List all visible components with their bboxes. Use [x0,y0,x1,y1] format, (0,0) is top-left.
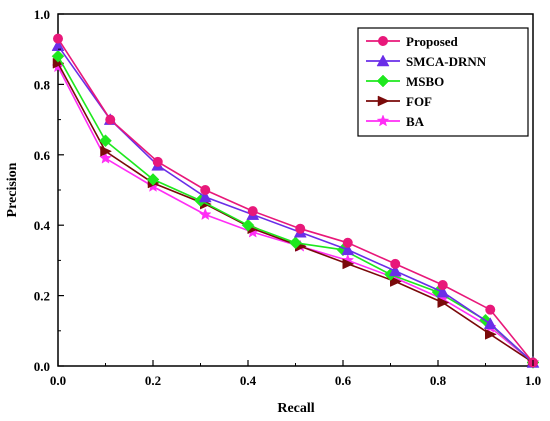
data-point [388,264,402,277]
data-point [483,317,497,330]
data-point [376,74,390,88]
legend-label: BA [406,114,425,129]
y-axis-title: Precision [5,162,20,217]
data-point [51,39,65,51]
y-tick-label: 0.8 [34,77,51,92]
x-tick-label: 0.4 [240,373,257,388]
data-point [289,236,302,250]
data-point [200,185,211,195]
legend-entry: SMCA-DRNN [366,54,487,69]
data-point [341,243,355,256]
data-point [485,328,497,340]
legend-entry: FOF [366,94,432,109]
data-point [376,54,390,67]
legend-label: MSBO [406,74,444,89]
data-point [241,218,255,232]
data-point [437,297,450,309]
data-point [377,95,390,107]
data-point [342,258,355,270]
y-tick-label: 0.2 [34,289,50,304]
data-point [99,134,112,148]
x-tick-label: 0.6 [335,373,352,388]
data-point [247,206,258,217]
x-tick-label: 0.2 [145,373,161,388]
data-point [100,145,113,157]
y-tick-label: 0.0 [34,359,50,374]
data-point [378,36,388,46]
data-point [53,33,63,44]
legend-label: SMCA-DRNN [406,54,487,69]
data-point [198,207,212,221]
data-point [390,276,402,287]
legend-label: Proposed [406,34,459,49]
y-tick-label: 0.6 [34,148,51,163]
data-point [390,258,401,269]
x-tick-label: 0.8 [430,373,447,388]
data-point [436,285,450,298]
data-point [51,49,65,63]
data-point [198,190,212,203]
legend: Proposed SMCA-DRNN MSBO FOF BA [357,27,529,137]
series-proposed [53,33,538,368]
y-tick-label: 1.0 [34,7,50,22]
legend-label: FOF [406,94,432,109]
legend-entry: MSBO [366,74,444,89]
x-axis-title: Recall [277,401,314,416]
data-point [437,280,448,291]
data-point [99,151,112,164]
x-tick-label: 0.0 [50,373,66,388]
data-point [146,173,160,186]
data-point [485,304,496,315]
x-tick-label: 1.0 [525,373,541,388]
data-point [295,223,306,234]
data-point [342,237,353,248]
legend-entry: BA [366,114,425,129]
legend-entry: Proposed [366,34,459,49]
y-tick-label: 0.4 [34,218,51,233]
data-point [105,114,116,125]
data-point [152,156,163,167]
data-point [376,114,390,127]
